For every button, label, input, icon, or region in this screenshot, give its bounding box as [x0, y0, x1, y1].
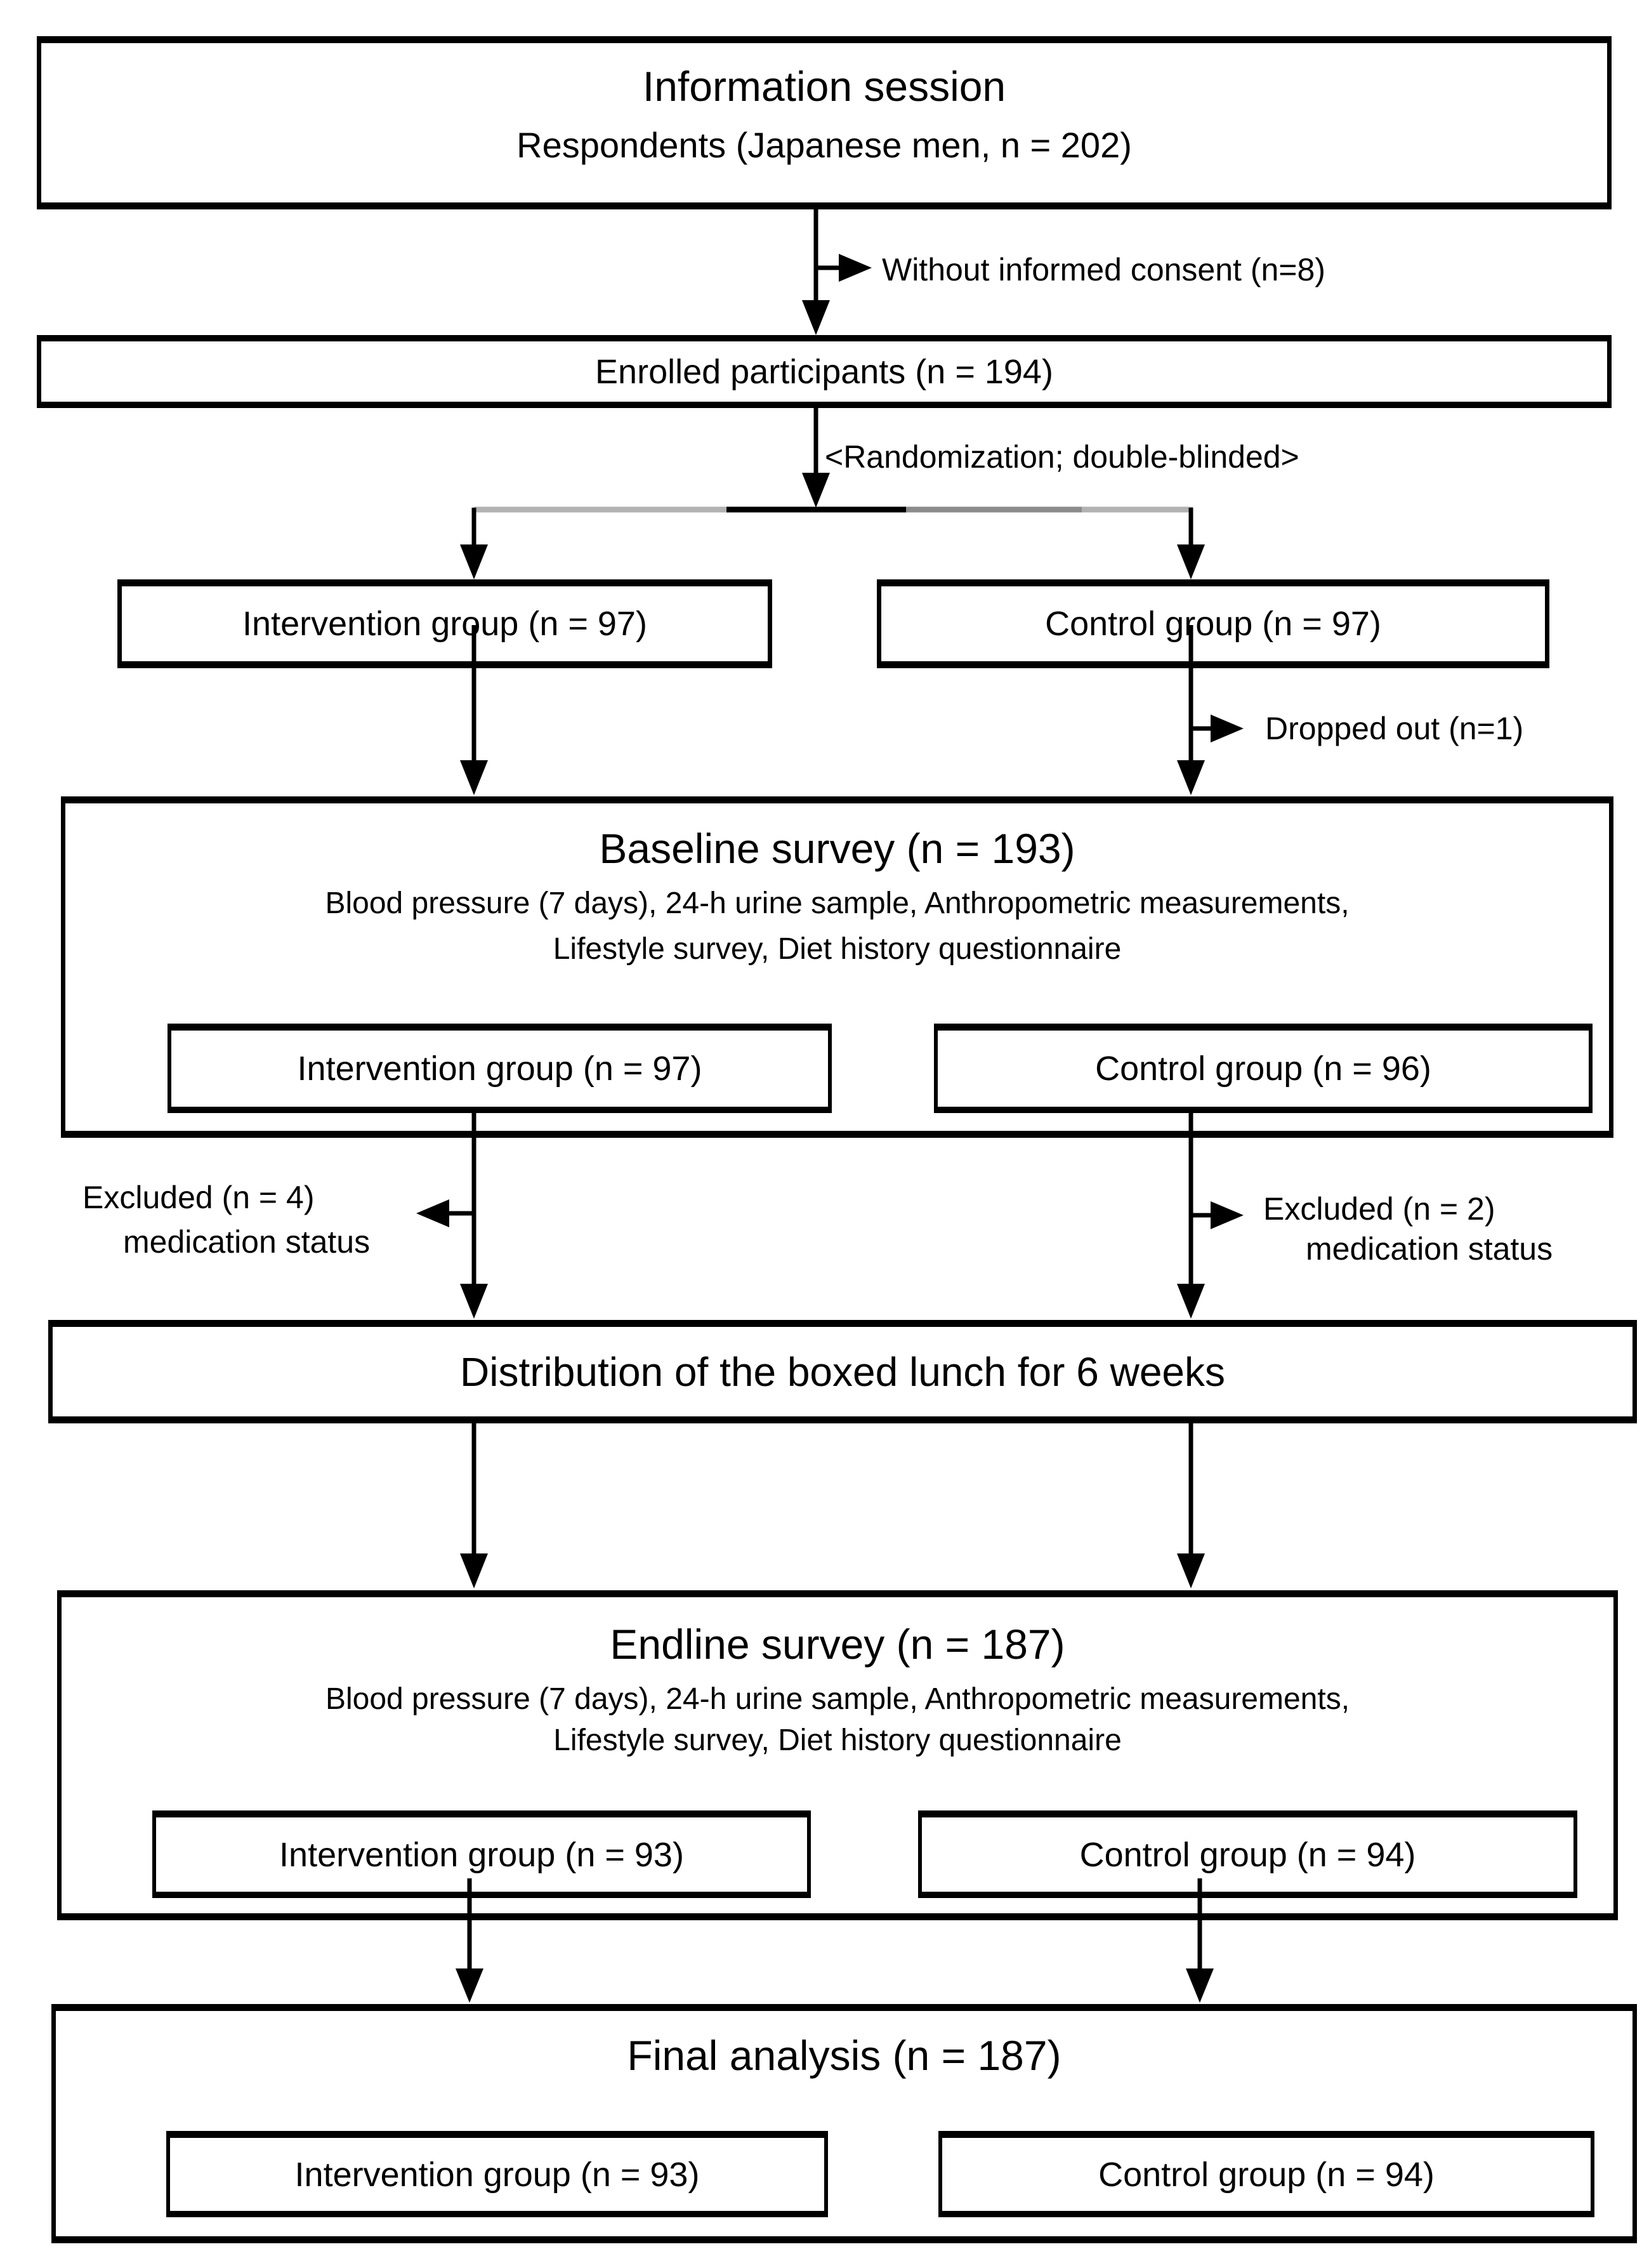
- final-intervention-box: Intervention group (n = 93): [166, 2131, 828, 2217]
- enrolled-box: Enrolled participants (n = 194): [37, 335, 1612, 408]
- arrow-split-to-control: [1177, 508, 1205, 579]
- info-session-subtitle: Respondents (Japanese men, n = 202): [516, 125, 1132, 165]
- arrow-baseline-to-distribution-right: [1177, 1111, 1205, 1319]
- excluded-right-label-line2: medication status: [1306, 1231, 1553, 1267]
- endline-title: Endline survey (n = 187): [610, 1621, 1065, 1668]
- endline-control-title: Control group (n = 94): [1079, 1835, 1416, 1874]
- final-control-title: Control group (n = 94): [1098, 2155, 1435, 2194]
- control-alloc-title: Control group (n = 97): [1045, 605, 1381, 643]
- arrow-baseline-to-distribution-left: [460, 1111, 488, 1319]
- without-consent-label: Without informed consent (n=8): [882, 252, 1325, 287]
- baseline-control-box: Control group (n = 96): [934, 1024, 1593, 1113]
- arrow-dropped-out: [1191, 715, 1244, 742]
- arrow-distribution-to-endline-right: [1177, 1423, 1205, 1588]
- arrow-excluded-right: [1191, 1201, 1244, 1229]
- final-intervention-title: Intervention group (n = 93): [294, 2155, 700, 2194]
- randomization-label: <Randomization; double-blinded>: [825, 439, 1299, 475]
- endline-control-box: Control group (n = 94): [918, 1810, 1577, 1898]
- endline-subtitle-2: Lifestyle survey, Diet history questionn…: [553, 1724, 1122, 1757]
- info-session-title: Information session: [642, 63, 1006, 110]
- endline-intervention-title: Intervention group (n = 93): [279, 1835, 684, 1874]
- intervention-alloc-title: Intervention group (n = 97): [242, 605, 647, 643]
- baseline-intervention-box: Intervention group (n = 97): [168, 1024, 832, 1113]
- excluded-right-label-line1: Excluded (n = 2): [1263, 1191, 1495, 1227]
- arrow-without-consent: [816, 254, 872, 282]
- intervention-alloc-box: Intervention group (n = 97): [117, 579, 772, 668]
- info-session-box: Information session Respondents (Japanes…: [37, 36, 1612, 209]
- distribution-title: Distribution of the boxed lunch for 6 we…: [460, 1348, 1225, 1395]
- baseline-subtitle-1: Blood pressure (7 days), 24-h urine samp…: [325, 887, 1350, 920]
- enrolled-title: Enrolled participants (n = 194): [595, 352, 1053, 391]
- excluded-left-label-line2: medication status: [123, 1224, 371, 1260]
- baseline-subtitle-2: Lifestyle survey, Diet history questionn…: [553, 932, 1122, 966]
- arrow-split-to-intervention: [460, 508, 488, 579]
- arrow-excluded-left: [416, 1199, 474, 1227]
- endline-subtitle-1: Blood pressure (7 days), 24-h urine samp…: [325, 1682, 1350, 1716]
- endline-box: Endline survey (n = 187) Blood pressure …: [57, 1590, 1618, 1920]
- final-control-box: Control group (n = 94): [938, 2131, 1594, 2217]
- baseline-title: Baseline survey (n = 193): [599, 825, 1075, 872]
- arrow-info-to-enrolled: [802, 209, 830, 335]
- final-box: Final analysis (n = 187) Intervention gr…: [51, 2004, 1637, 2243]
- control-alloc-box: Control group (n = 97): [877, 579, 1549, 668]
- baseline-control-title: Control group (n = 96): [1095, 1050, 1431, 1088]
- dropped-out-label: Dropped out (n=1): [1265, 711, 1524, 746]
- arrow-distribution-to-endline-left: [460, 1423, 488, 1588]
- excluded-left-label-line1: Excluded (n = 4): [82, 1180, 315, 1215]
- baseline-intervention-title: Intervention group (n = 97): [297, 1050, 702, 1088]
- final-title: Final analysis (n = 187): [627, 2032, 1061, 2079]
- baseline-box: Baseline survey (n = 193) Blood pressure…: [61, 796, 1613, 1138]
- distribution-box: Distribution of the boxed lunch for 6 we…: [48, 1320, 1637, 1423]
- endline-intervention-box: Intervention group (n = 93): [152, 1810, 811, 1898]
